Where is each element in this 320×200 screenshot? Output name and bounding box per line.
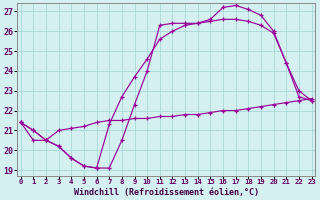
X-axis label: Windchill (Refroidissement éolien,°C): Windchill (Refroidissement éolien,°C) (74, 188, 259, 197)
